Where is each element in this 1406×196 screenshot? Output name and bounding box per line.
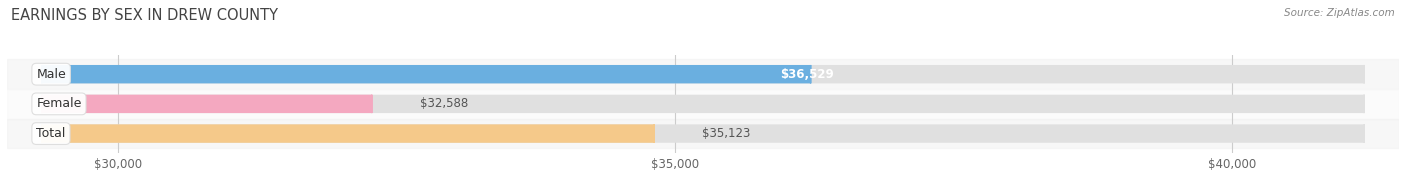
- Text: Source: ZipAtlas.com: Source: ZipAtlas.com: [1284, 8, 1395, 18]
- Text: EARNINGS BY SEX IN DREW COUNTY: EARNINGS BY SEX IN DREW COUNTY: [11, 8, 278, 23]
- FancyBboxPatch shape: [42, 65, 1364, 83]
- Text: $36,529: $36,529: [780, 68, 834, 81]
- FancyBboxPatch shape: [42, 124, 1364, 143]
- Text: Total: Total: [37, 127, 66, 140]
- FancyBboxPatch shape: [42, 124, 654, 143]
- Text: $35,123: $35,123: [702, 127, 751, 140]
- FancyBboxPatch shape: [42, 95, 1364, 113]
- Text: $32,588: $32,588: [420, 97, 468, 110]
- Text: Male: Male: [37, 68, 66, 81]
- Bar: [7, 119, 1399, 148]
- FancyBboxPatch shape: [42, 65, 811, 83]
- Bar: [7, 59, 1399, 89]
- Bar: [7, 89, 1399, 119]
- FancyBboxPatch shape: [42, 95, 371, 113]
- Text: Female: Female: [37, 97, 82, 110]
